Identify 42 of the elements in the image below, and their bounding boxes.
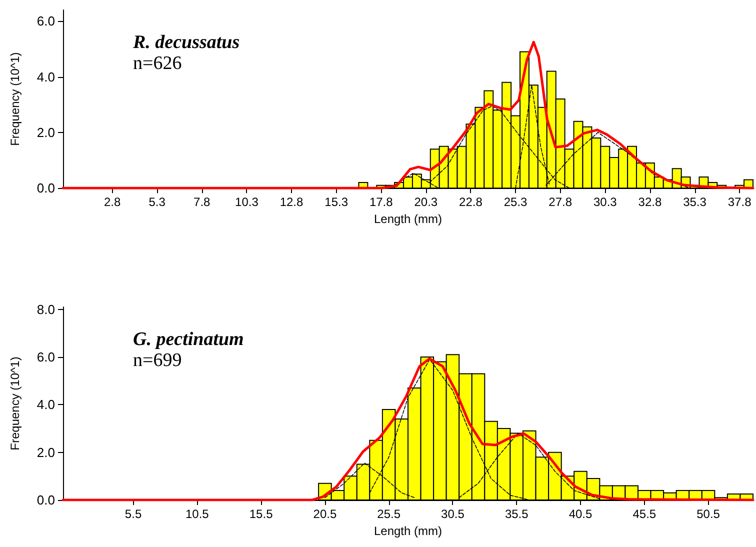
x-tick-label: 22.8 (459, 195, 483, 210)
x-tick-label: 7.8 (194, 195, 211, 210)
text: n=699 (133, 350, 182, 371)
x-tick-label: 30.3 (593, 195, 618, 210)
x-tick-label: 5.5 (124, 507, 142, 521)
y-tick-label: 8.0 (36, 302, 55, 317)
text: R. decussatus (132, 32, 240, 53)
x-tick-label: 15.3 (324, 195, 348, 210)
text: n=626 (133, 53, 182, 74)
y-tick-label: 6.0 (36, 350, 55, 365)
x-tick-label: 5.3 (148, 195, 166, 210)
x-tick-label: 2.8 (104, 195, 121, 210)
x-axis-title: Length (mm) (374, 212, 442, 226)
y-tick-label: 0.0 (36, 180, 55, 196)
y-tick-label: 2.0 (36, 444, 55, 460)
x-tick-label: 12.8 (280, 195, 304, 210)
x-tick-label: 50.5 (696, 507, 720, 521)
y-tick-label: 2.0 (36, 124, 55, 140)
x-tick-label: 45.5 (632, 507, 656, 521)
x-tick-label: 25.3 (504, 195, 528, 210)
text: G. pectinatum (133, 329, 244, 350)
x-tick-label: 27.8 (548, 195, 572, 210)
x-tick-label: 15.5 (249, 507, 274, 521)
x-tick-label: 17.8 (369, 195, 394, 210)
y-axis-title: Frequency (10^1) (8, 356, 22, 450)
x-tick-label: 20.3 (414, 195, 438, 210)
x-tick-label: 10.3 (235, 195, 259, 210)
x-tick-label: 32.8 (638, 195, 662, 210)
x-tick-label: 30.5 (441, 507, 465, 521)
x-tick-label: 35.5 (504, 507, 529, 521)
x-tick-label: 25.5 (377, 507, 401, 521)
y-tick-label: 0.0 (36, 492, 55, 508)
x-tick-label: 10.5 (185, 507, 210, 521)
x-tick-label: 40.5 (568, 507, 592, 521)
x-tick-label: 35.3 (683, 195, 707, 210)
x-axis-title: Length (mm) (374, 524, 442, 538)
x-tick-label: 20.5 (313, 507, 337, 521)
y-tick-label: 4.0 (36, 397, 55, 412)
y-axis-title: Frequency (10^1) (8, 52, 22, 146)
y-tick-label: 4.0 (36, 69, 55, 84)
x-tick-label: 37.8 (728, 195, 752, 210)
y-tick-label: 6.0 (36, 14, 55, 29)
